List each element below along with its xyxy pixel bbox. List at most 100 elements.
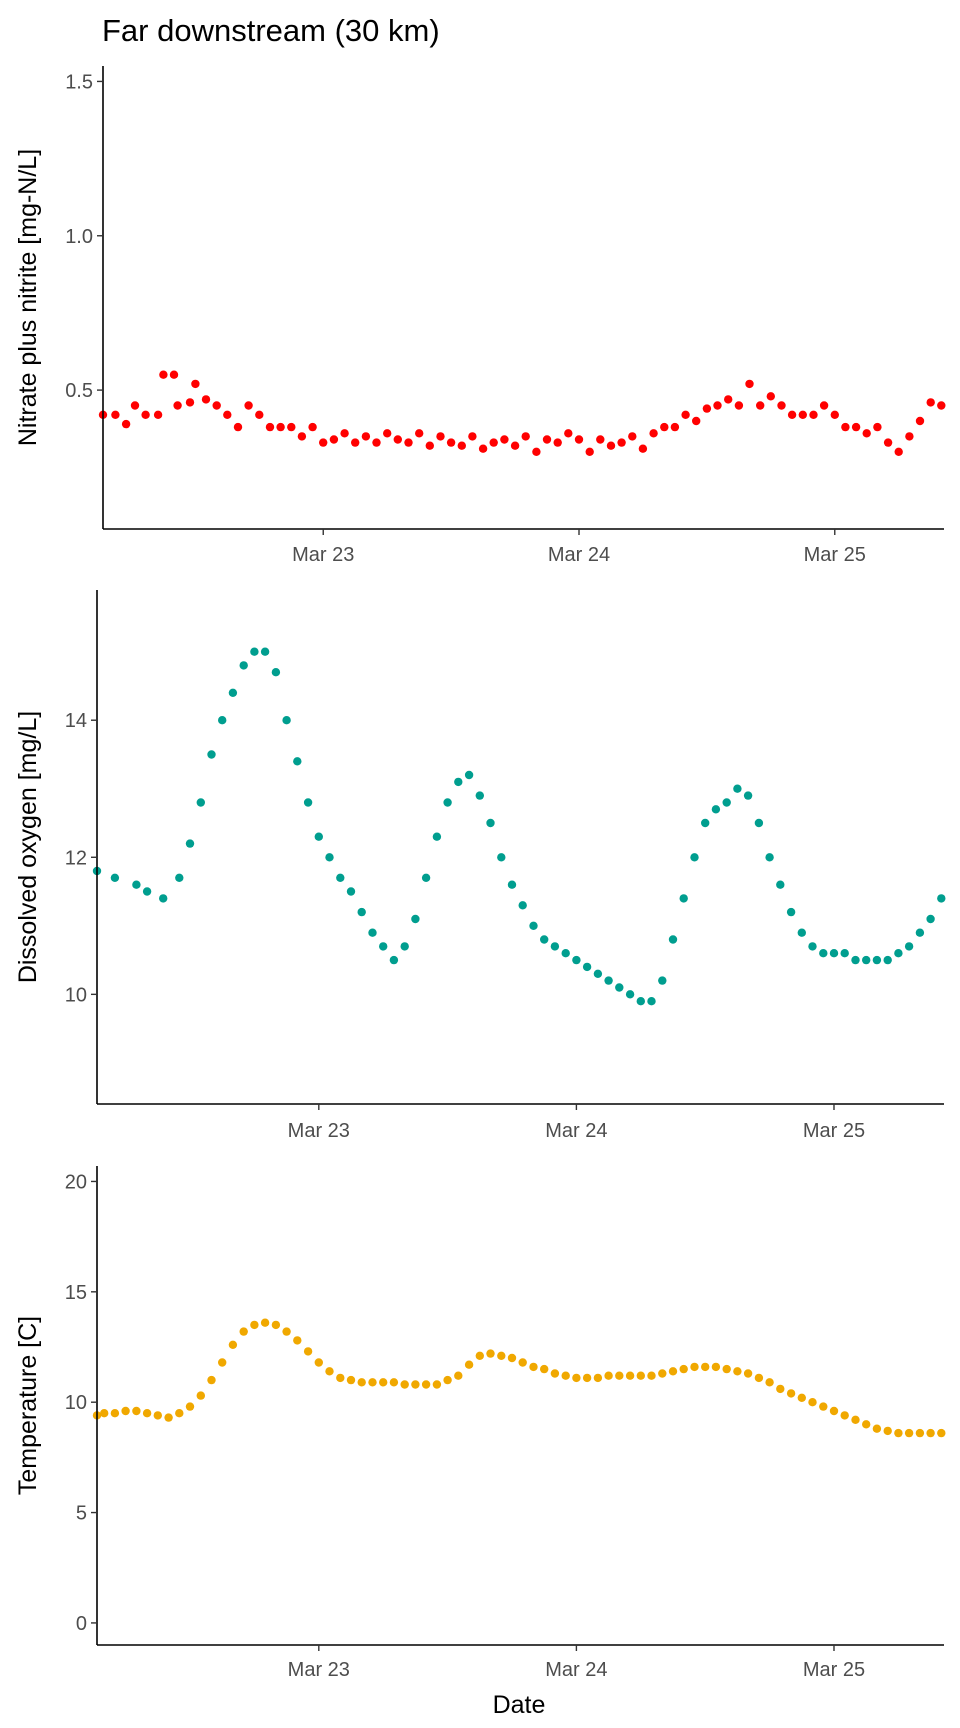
y-tick-label: 10 bbox=[65, 984, 87, 1006]
data-points-nitrate bbox=[98, 370, 946, 456]
data-point bbox=[436, 432, 445, 441]
data-point bbox=[636, 997, 645, 1006]
data-point bbox=[819, 401, 829, 410]
data-point bbox=[542, 435, 552, 444]
data-point bbox=[786, 1389, 796, 1398]
data-point bbox=[915, 928, 925, 937]
data-point bbox=[239, 661, 248, 670]
data-point bbox=[510, 441, 520, 450]
y-tick-label: 12 bbox=[65, 847, 87, 869]
data-point bbox=[722, 1364, 731, 1374]
data-point bbox=[808, 1398, 817, 1407]
data-point bbox=[464, 770, 474, 780]
data-point bbox=[421, 1380, 431, 1389]
data-point bbox=[540, 1364, 549, 1374]
data-point bbox=[191, 379, 200, 389]
data-point bbox=[711, 805, 721, 814]
data-point bbox=[489, 438, 498, 447]
data-point bbox=[432, 1380, 442, 1389]
data-point bbox=[904, 1428, 914, 1438]
data-point bbox=[743, 791, 753, 800]
data-point bbox=[153, 410, 163, 419]
data-point bbox=[582, 962, 592, 972]
data-point bbox=[851, 955, 860, 965]
data-point bbox=[851, 422, 861, 432]
data-point bbox=[260, 1318, 270, 1327]
data-point bbox=[915, 416, 925, 426]
data-point bbox=[400, 1380, 409, 1389]
data-point bbox=[713, 401, 722, 410]
data-point bbox=[415, 429, 424, 438]
data-point bbox=[724, 395, 733, 404]
data-point bbox=[733, 784, 742, 793]
data-point bbox=[507, 880, 517, 889]
y-axis-label: Dissolved oxygen [mg/L] bbox=[14, 711, 42, 983]
data-point bbox=[175, 1409, 184, 1418]
data-point bbox=[173, 401, 182, 410]
data-point bbox=[255, 410, 264, 419]
data-point bbox=[574, 435, 584, 444]
data-point bbox=[883, 955, 892, 965]
data-point bbox=[894, 1428, 903, 1438]
data-point bbox=[625, 1371, 635, 1380]
data-point bbox=[244, 401, 253, 410]
y-tick-label: 20 bbox=[65, 1171, 87, 1193]
x-tick-label: Mar 25 bbox=[803, 1659, 865, 1681]
data-point bbox=[185, 839, 195, 848]
data-point bbox=[141, 410, 150, 419]
data-point bbox=[733, 1367, 742, 1376]
x-tick-label: Mar 25 bbox=[803, 1120, 865, 1142]
data-point bbox=[271, 668, 281, 677]
data-point bbox=[604, 976, 613, 985]
y-tick-label: 5 bbox=[76, 1503, 87, 1525]
data-point bbox=[142, 1409, 152, 1418]
data-point bbox=[564, 429, 573, 438]
data-point bbox=[797, 1393, 806, 1403]
data-point bbox=[561, 1371, 570, 1380]
y-tick-label: 0.5 bbox=[65, 380, 93, 402]
panel-temperature: 0 5 10 15 20 Mar 23 Mar 24 Mar 25 Temperature [C… bbox=[14, 1166, 946, 1681]
data-point bbox=[497, 853, 506, 862]
data-point bbox=[346, 1375, 356, 1385]
data-point bbox=[293, 757, 302, 766]
data-point bbox=[389, 1378, 399, 1387]
data-point bbox=[937, 1428, 946, 1438]
data-point bbox=[809, 410, 818, 419]
data-point bbox=[521, 432, 530, 441]
data-point bbox=[550, 942, 560, 951]
data-point bbox=[411, 1380, 420, 1389]
data-point bbox=[658, 976, 667, 985]
data-point bbox=[457, 441, 466, 450]
data-point bbox=[926, 1428, 935, 1438]
data-point bbox=[797, 928, 806, 937]
data-point bbox=[819, 1402, 828, 1411]
data-point bbox=[486, 1349, 495, 1358]
data-point bbox=[361, 432, 371, 441]
x-axis-label: Date bbox=[493, 1691, 546, 1719]
data-point bbox=[540, 935, 549, 944]
data-point bbox=[722, 798, 731, 807]
panel-nitrate: 0.5 1.0 1.5 Mar 23 Mar 24 Mar 25 Nitrate plus … bbox=[14, 66, 946, 566]
y-tick-label: 1.0 bbox=[65, 226, 93, 248]
data-point bbox=[478, 444, 488, 453]
data-point bbox=[615, 983, 624, 992]
data-point bbox=[776, 1384, 785, 1394]
data-point bbox=[862, 955, 871, 965]
data-point bbox=[454, 1371, 463, 1380]
data-point bbox=[518, 1358, 527, 1367]
data-point bbox=[250, 1320, 259, 1330]
data-point bbox=[250, 647, 259, 656]
data-point bbox=[745, 379, 754, 389]
data-point bbox=[319, 438, 328, 447]
y-axis-label: Temperature [C] bbox=[14, 1316, 42, 1495]
data-point bbox=[282, 1327, 291, 1336]
data-point bbox=[218, 1358, 227, 1367]
data-point bbox=[314, 1358, 323, 1367]
data-point bbox=[647, 997, 656, 1006]
data-point bbox=[329, 435, 339, 444]
data-point bbox=[561, 949, 570, 958]
data-point bbox=[883, 438, 893, 447]
data-point bbox=[464, 1360, 474, 1369]
